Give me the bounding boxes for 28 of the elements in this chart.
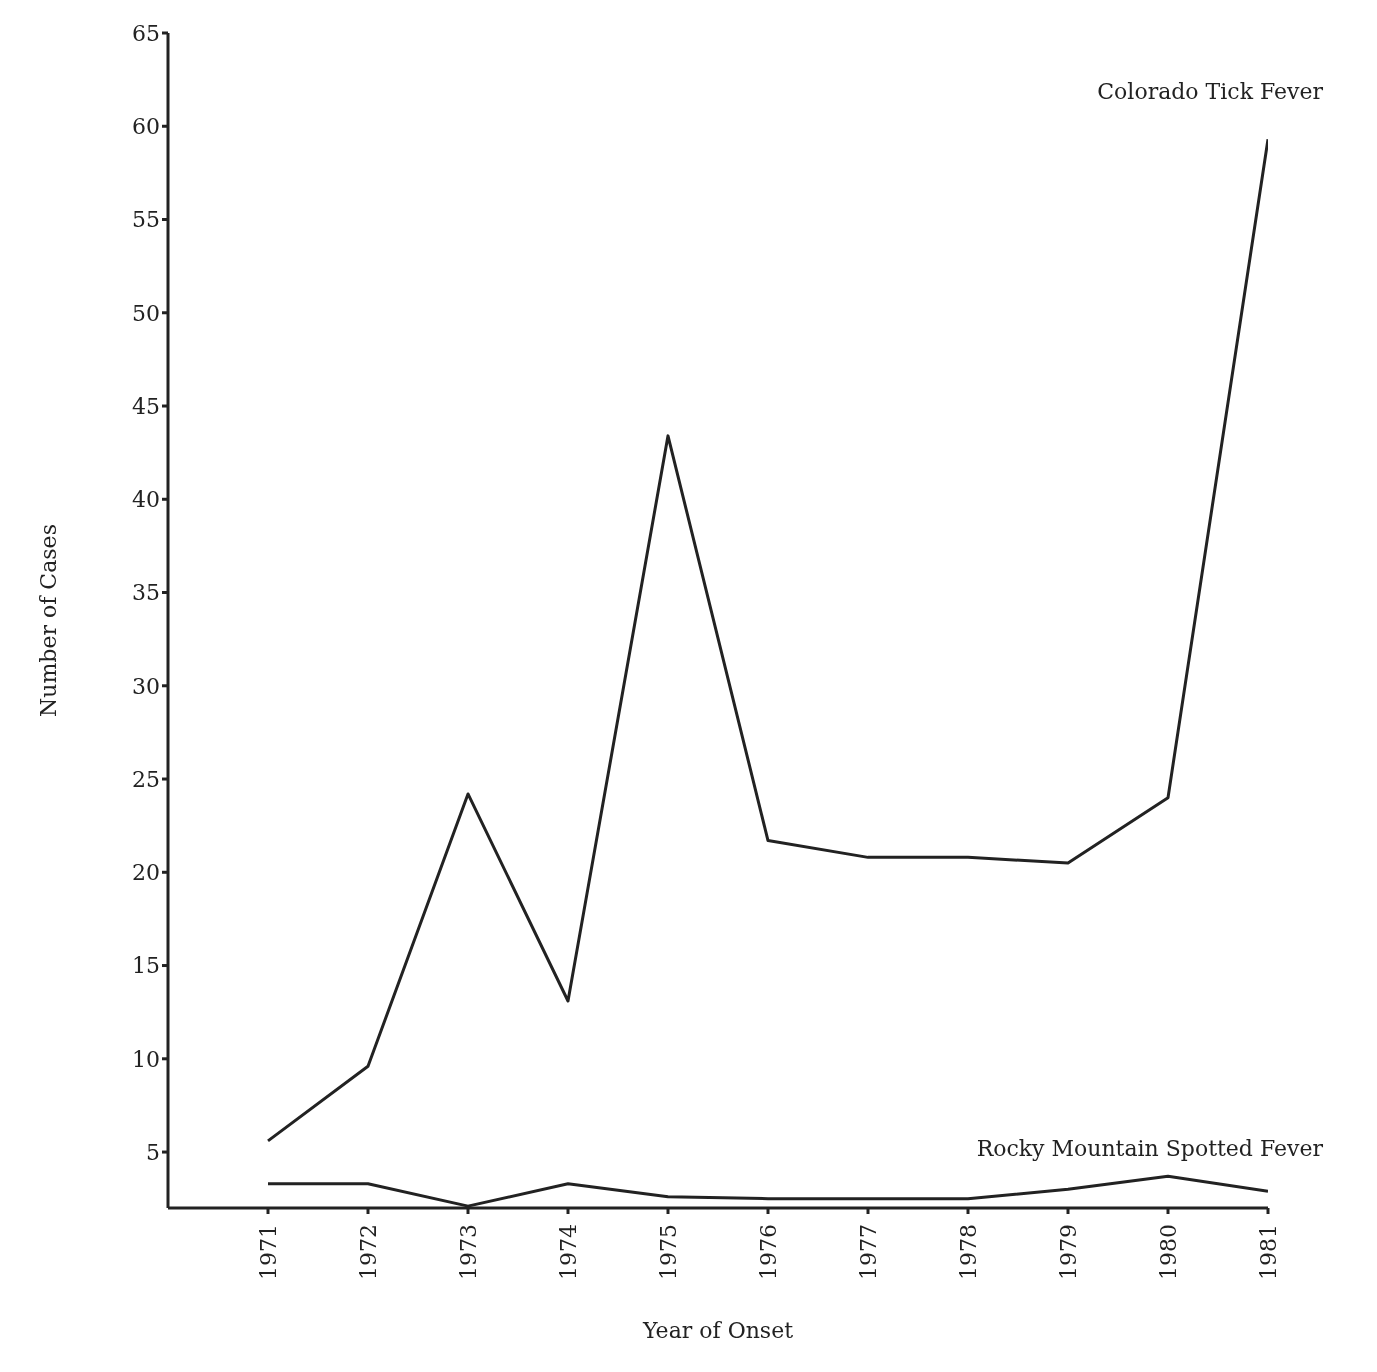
x-tick-label: 1980 <box>1155 1224 1181 1280</box>
y-tick-label: 60 <box>132 114 160 140</box>
y-tick-label: 50 <box>132 300 160 326</box>
y-tick-label: 35 <box>132 580 160 606</box>
x-tick-label: 1974 <box>555 1224 581 1280</box>
x-tick-label: 1973 <box>455 1224 481 1280</box>
y-tick-label: 10 <box>132 1046 160 1072</box>
y-axis-title: Number of Cases <box>35 524 61 717</box>
y-tick-label: 25 <box>132 766 160 792</box>
x-tick-label: 1972 <box>355 1224 381 1280</box>
y-tick-label: 20 <box>132 860 160 886</box>
y-tick-label: 45 <box>132 393 160 419</box>
y-tick-label: 15 <box>132 953 160 979</box>
y-tick-label: 30 <box>132 673 160 699</box>
x-axis-title: Year of Onset <box>642 1318 794 1343</box>
x-tick-label: 1976 <box>755 1224 781 1280</box>
y-tick-label: 65 <box>132 20 160 46</box>
y-tick-label: 55 <box>132 207 160 233</box>
series-label: Rocky Mountain Spotted Fever <box>976 1136 1324 1162</box>
text: Colorado Tick Fever <box>1097 79 1324 105</box>
x-tick-label: 1981 <box>1255 1224 1281 1280</box>
x-tick-label: 1979 <box>1055 1224 1081 1280</box>
x-tick-label: 1978 <box>955 1224 981 1280</box>
x-tick-label: 1977 <box>855 1224 881 1280</box>
y-tick-label: 5 <box>146 1139 160 1165</box>
y-tick-label: 40 <box>132 487 160 513</box>
x-tick-label: 1975 <box>655 1224 681 1280</box>
x-tick-label: 1971 <box>255 1224 281 1280</box>
